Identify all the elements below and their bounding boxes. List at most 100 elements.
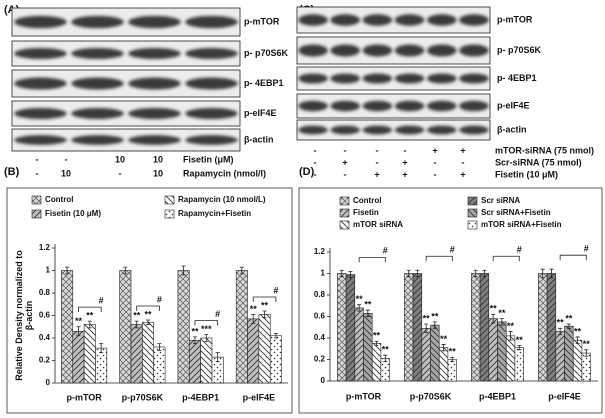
significance-bracket [492,255,520,262]
y-tick-label: 0 [321,376,326,385]
blot-band [362,100,393,112]
treatment-value: + [432,145,437,155]
blot-band [394,125,425,135]
legend-text: Rapamycin+Fisetin [178,209,251,218]
error-bar [383,354,388,363]
error-bar [424,323,429,334]
y-tick-label: 1.2 [314,247,326,256]
error-bar [558,327,563,336]
x-tick-label: p-eIF4E [548,391,581,401]
treatment-value: + [402,157,407,167]
bar [438,347,449,382]
error-bar [406,269,411,278]
error-bar [441,344,446,352]
error-bar [157,343,162,351]
significance-label: ** [498,308,506,318]
error-bar [517,345,522,351]
blot-band [426,125,457,135]
significance-label: ** [261,300,269,310]
significance-label: ** [145,309,153,319]
blot-band [71,135,124,145]
bar [564,325,574,382]
bar [371,343,382,382]
y-tick-label: 0.4 [314,333,326,342]
blot-band [394,44,425,57]
significance-label: ** [490,304,498,314]
legend-swatch [164,209,175,219]
treatment-value: - [404,145,407,155]
bar [269,335,282,384]
error-bar [192,336,197,345]
error-bar [339,269,344,278]
blot-band [298,125,328,135]
x-tick-label: p-4EBP1 [182,392,219,402]
blot-band [298,14,328,26]
significance-label: ** [440,334,448,344]
blot-band [71,108,124,119]
panel-label: (D) [299,166,315,178]
error-bar [482,269,487,278]
y-tick-label: 0.2 [314,355,326,364]
treatment-value: - [434,157,437,167]
bar [95,347,108,384]
legend-swatch [467,208,478,218]
significance-label: ** [133,311,141,321]
blot-band [14,48,67,59]
error-bar [123,266,128,275]
bracket-label: # [99,296,104,306]
significance-label: ** [583,339,591,349]
treatment-value: - [36,154,39,164]
significance-label: ** [574,326,582,336]
bar [363,312,373,382]
bar [235,270,248,384]
bar [337,273,347,382]
error-bar [99,343,104,354]
bracket-label: # [517,245,522,255]
treatment-name: mTOR-siRNA (75 nmol) [495,145,594,155]
blot-band [128,135,181,145]
significance-label: ** [356,294,364,304]
blot-band [185,108,238,119]
band-label: β-actin [497,124,527,134]
bracket-label: # [215,309,220,319]
blot-band [394,100,425,112]
significance-label: ** [557,318,565,328]
blot-band [362,73,393,84]
error-bar [365,309,370,317]
bar [538,273,548,382]
significance-bracket [425,255,453,262]
legend-swatch [339,196,350,206]
significance-bracket [136,305,160,311]
treatment-value: 10 [61,168,71,178]
blot-strip [296,6,491,34]
bar [488,318,498,382]
error-bar [239,266,244,275]
legend-text: Scr siRNA [481,196,520,205]
treatment-value: + [374,169,379,179]
error-bar [87,320,92,329]
bar [430,324,440,382]
bar [514,347,524,382]
x-tick-label: p-eIF4E [243,392,276,402]
blot-band [298,73,328,84]
legend-text: Rapamycin (10 nmol/L) [178,195,266,204]
legend-text: Fisetin [353,208,379,217]
y-tick-label: 0 [46,378,51,387]
treatment-name: Fisetin (10 μM) [495,169,558,179]
bar [572,339,583,382]
x-tick-label: p-p70S6K [410,391,452,401]
legend-text: Control [45,195,73,204]
band-label: p- p70S6K [244,48,289,58]
blot-band [185,15,238,29]
band-label: p-eIF4E [244,108,277,118]
treatment-value: + [460,145,465,155]
blot-band [394,14,425,26]
panel-b-frame [6,187,293,414]
blot-band [185,48,238,59]
blot-strip [296,66,491,91]
significance-bracket [252,296,277,302]
significance-label: ** [449,347,457,357]
blot-band [459,125,489,135]
error-bar [508,331,513,341]
